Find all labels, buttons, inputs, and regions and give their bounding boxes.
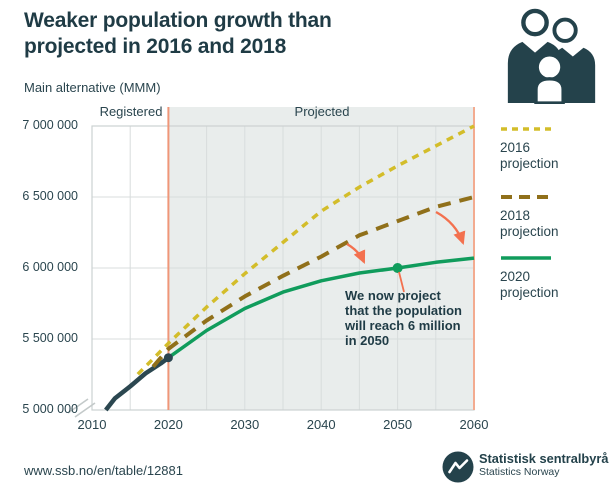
series-2018-projection xyxy=(151,195,475,369)
legend-item-2016: 2016 projection xyxy=(500,120,600,171)
family-icon xyxy=(507,8,596,104)
downward-revision-arrow-1 xyxy=(346,242,366,264)
org-name-en: Statistics Norway xyxy=(479,466,560,478)
series-2020-projection xyxy=(167,256,475,360)
x-axis-tick-label: 2060 xyxy=(459,417,489,432)
legend-line-2018-icon xyxy=(501,195,551,199)
x-axis-tick-label: 2040 xyxy=(306,417,336,432)
downward-revision-arrow-2 xyxy=(435,210,466,246)
registered-2020-point xyxy=(163,353,173,363)
x-axis-tick-label: 2010 xyxy=(77,417,107,432)
six-million-2050-point xyxy=(392,263,403,273)
x-axis-tick-label: 2020 xyxy=(153,417,183,432)
axis-break-mark xyxy=(67,398,89,414)
org-name: Statistisk sentralbyrå xyxy=(479,451,609,466)
y-axis-tick-label: 6 500 000 xyxy=(22,189,78,203)
legend-item-2018: 2018 projection xyxy=(500,188,600,239)
legend-item-2020: 2020 projection xyxy=(500,249,600,300)
axis-break-mark xyxy=(74,402,96,418)
source-url: www.ssb.no/en/table/12881 xyxy=(24,463,183,478)
y-axis-tick-label: 7 000 000 xyxy=(22,118,78,132)
region-label-projected: Projected xyxy=(294,104,350,119)
series-2016-projection xyxy=(136,124,475,376)
y-axis-tick-label: 5 000 000 xyxy=(22,402,78,416)
ssb-logo: Statistisk sentralbyrå Statistics Norway xyxy=(442,451,608,483)
y-axis-tick-label: 5 500 000 xyxy=(22,331,78,345)
annotation-text: We now project that the population will … xyxy=(345,288,462,348)
x-axis-tick-label: 2050 xyxy=(383,417,413,432)
ssb-logo-icon xyxy=(442,451,474,483)
legend-label-2020: 2020 projection xyxy=(500,269,559,300)
legend-label-2018: 2018 projection xyxy=(500,208,559,239)
chart-subtitle: Main alternative (MMM) xyxy=(24,80,161,95)
series-registered-population xyxy=(104,355,170,412)
legend-line-2020-icon xyxy=(501,256,551,260)
region-label-registered: Registered xyxy=(99,104,163,119)
x-axis-tick-label: 2030 xyxy=(230,417,260,432)
chart-title: Weaker population growth than projected … xyxy=(24,9,332,58)
annotation-connector xyxy=(398,271,405,293)
legend-line-2016-icon xyxy=(501,127,551,131)
legend-label-2016: 2016 projection xyxy=(500,140,559,171)
y-axis-tick-label: 6 000 000 xyxy=(22,260,78,274)
